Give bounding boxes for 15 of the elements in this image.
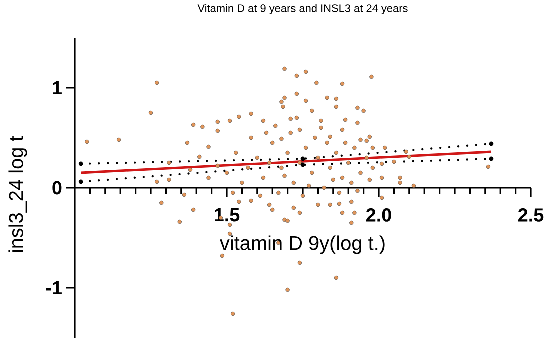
point xyxy=(300,162,306,168)
y-tick-label: -1 xyxy=(46,281,62,295)
y-tick-label: 1 xyxy=(53,81,62,95)
point xyxy=(78,162,84,166)
chart-title: Vitamin D at 9 years and INSL3 at 24 years xyxy=(198,4,408,14)
y-axis-title: insl3_24 log t xyxy=(8,136,28,252)
x-tick-label: 2.5 xyxy=(518,208,544,222)
x-tick-label: 1.5 xyxy=(215,208,240,222)
y-tick-label: 0 xyxy=(52,181,62,195)
point xyxy=(489,156,494,162)
x-tick-label: 2.0 xyxy=(366,208,392,222)
point xyxy=(489,142,494,146)
point xyxy=(300,156,306,162)
x-axis-title: vitamin D 9y(log t.) xyxy=(220,236,385,254)
point xyxy=(78,180,84,184)
